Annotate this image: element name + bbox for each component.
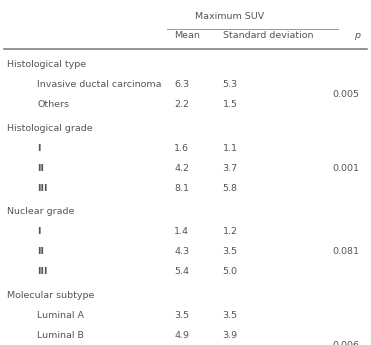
Text: 4.3: 4.3 <box>174 247 190 256</box>
Text: 5.0: 5.0 <box>223 267 237 276</box>
Text: II: II <box>37 164 44 173</box>
Text: 4.2: 4.2 <box>174 164 189 173</box>
Text: Invasive ductal carcinoma: Invasive ductal carcinoma <box>37 80 162 89</box>
Text: I: I <box>37 144 40 153</box>
Text: 5.4: 5.4 <box>174 267 189 276</box>
Text: 3.5: 3.5 <box>223 247 238 256</box>
Text: 3.5: 3.5 <box>174 311 190 320</box>
Text: 1.5: 1.5 <box>223 100 237 109</box>
Text: 1.6: 1.6 <box>174 144 189 153</box>
Text: Nuclear grade: Nuclear grade <box>7 207 75 216</box>
Text: 2.2: 2.2 <box>174 100 189 109</box>
Text: Luminal B: Luminal B <box>37 331 84 340</box>
Text: Histological grade: Histological grade <box>7 124 93 133</box>
Text: 3.5: 3.5 <box>223 311 238 320</box>
Text: 1.1: 1.1 <box>223 144 237 153</box>
Text: III: III <box>37 184 47 193</box>
Text: III: III <box>37 267 47 276</box>
Text: 0.001: 0.001 <box>333 164 360 173</box>
Text: Luminal A: Luminal A <box>37 311 84 320</box>
Text: 1.4: 1.4 <box>174 227 189 236</box>
Text: p: p <box>354 31 360 40</box>
Text: 3.7: 3.7 <box>223 164 238 173</box>
Text: Histological type: Histological type <box>7 60 86 69</box>
Text: 5.8: 5.8 <box>223 184 237 193</box>
Text: 1.2: 1.2 <box>223 227 237 236</box>
Text: 0.005: 0.005 <box>333 90 360 99</box>
Text: Maximum SUV: Maximum SUV <box>196 12 265 21</box>
Text: 8.1: 8.1 <box>174 184 189 193</box>
Text: Standard deviation: Standard deviation <box>223 31 313 40</box>
Text: Others: Others <box>37 100 69 109</box>
Text: I: I <box>37 227 40 236</box>
Text: 5.3: 5.3 <box>223 80 238 89</box>
Text: 0.081: 0.081 <box>333 247 360 256</box>
Text: II: II <box>37 247 44 256</box>
Text: Molecular subtype: Molecular subtype <box>7 291 95 300</box>
Text: Mean: Mean <box>174 31 200 40</box>
Text: 3.9: 3.9 <box>223 331 238 340</box>
Text: 4.9: 4.9 <box>174 331 189 340</box>
Text: 0.006: 0.006 <box>333 341 360 345</box>
Text: 6.3: 6.3 <box>174 80 190 89</box>
